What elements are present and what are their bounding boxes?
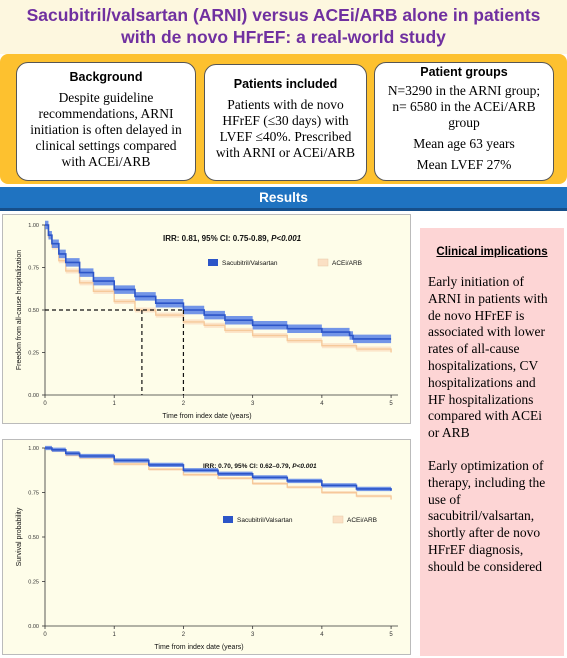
y-tick-label: 0.75 xyxy=(28,491,39,497)
groups-heading: Patient groups xyxy=(420,65,508,79)
y-tick-label: 1.00 xyxy=(28,223,39,229)
y-tick-label: 0.50 xyxy=(28,535,39,541)
x-tick-label: 1 xyxy=(113,401,117,407)
background-heading: Background xyxy=(69,70,143,84)
x-tick-label: 2 xyxy=(182,632,186,638)
page-title-line-2: with de novo HFrEF: a real-world study xyxy=(121,27,446,47)
irr-annotation: IRR: 0.81, 95% CI: 0.75-0.89, P<0.001 xyxy=(163,234,302,243)
x-axis-label: Time from index date (years) xyxy=(154,644,243,651)
y-tick-label: 0.25 xyxy=(28,351,39,357)
x-tick-label: 3 xyxy=(251,401,255,407)
x-tick-label: 2 xyxy=(182,401,186,407)
patients-text: Patients with de novo HFrEF (≤30 days) w… xyxy=(215,97,356,160)
y-tick-label: 0.00 xyxy=(28,624,39,630)
arni-survival-line xyxy=(45,447,392,491)
results-label: Results xyxy=(259,190,308,205)
x-tick-label: 4 xyxy=(320,632,324,638)
clinical-paragraph-2: Early optimization of therapy, including… xyxy=(428,457,546,574)
x-tick-label: 5 xyxy=(389,632,393,638)
irr-annotation: IRR: 0.70, 95% CI: 0.62–0.79, P<0.001 xyxy=(203,463,317,470)
y-tick-label: 0.50 xyxy=(28,308,39,314)
acei-survival-line xyxy=(45,224,392,353)
y-tick-label: 1.00 xyxy=(28,446,39,452)
groups-count: N=3290 in the ARNI group; n= 6580 in the… xyxy=(387,83,541,130)
background-text: Despite guideline recommendations, ARNI … xyxy=(30,90,182,169)
patients-card: Patients included Patients with de novo … xyxy=(204,64,367,181)
x-tick-label: 0 xyxy=(43,401,47,407)
hospitalization-chart-svg: 0.00 0.25 0.50 0.75 1.00 0 1 2 3 4 5 Time from inde… xyxy=(16,220,398,420)
legend-swatch-acei xyxy=(317,258,329,267)
y-tick-label: 0.00 xyxy=(28,393,39,399)
legend-label-acei: ACEi/ARB xyxy=(332,260,362,267)
x-axis-label: Time from index date (years) xyxy=(162,413,251,420)
x-tick-label: 1 xyxy=(113,632,117,638)
survival-plot-area: 0.00 0.25 0.50 0.75 1.00 0 1 2 3 4 5 Time from inde… xyxy=(16,445,398,651)
y-axis-label: Freedom from all-cause hospitalization xyxy=(16,250,23,370)
legend-swatch-acei xyxy=(332,515,344,524)
y-axis-label: Survival probability xyxy=(16,507,23,566)
y-tick-label: 0.75 xyxy=(28,266,39,272)
legend-swatch-arni xyxy=(208,259,218,266)
patients-heading: Patients included xyxy=(233,77,338,91)
clinical-heading: Clinical implications xyxy=(436,246,548,258)
results-banner: Results xyxy=(0,187,567,211)
legend-label-acei: ACEi/ARB xyxy=(347,517,377,524)
clinical-paragraph-1: Early initiation of ARNI in patients wit… xyxy=(428,274,548,441)
groups-card: Patient groups N=3290 in the ARNI group;… xyxy=(374,62,554,181)
hospitalization-plot-area: 0.00 0.25 0.50 0.75 1.00 0 1 2 3 4 5 Time from inde… xyxy=(16,220,398,420)
legend-swatch-arni xyxy=(223,516,233,523)
x-tick-label: 3 xyxy=(251,632,255,638)
survival-chart: 0.00 0.25 0.50 0.75 1.00 0 1 2 3 4 5 Time from inde… xyxy=(2,439,411,655)
x-tick-label: 0 xyxy=(43,632,47,638)
y-tick-label: 0.25 xyxy=(28,580,39,586)
clinical-implications-panel: Clinical implications Early initiation o… xyxy=(420,228,564,656)
x-tick-label: 5 xyxy=(389,401,393,407)
title-banner: Sacubitril/valsartan (ARNI) versus ACEi/… xyxy=(0,0,567,54)
legend-label-arni: Sacubitril/Valsartan xyxy=(237,517,293,524)
legend-label-arni: Sacubitril/Valsartan xyxy=(222,260,278,267)
arni-survival-line xyxy=(45,224,392,340)
page-title-line-1: Sacubitril/valsartan (ARNI) versus ACEi/… xyxy=(26,5,541,25)
groups-age: Mean age 63 years xyxy=(413,136,515,151)
x-tick-label: 4 xyxy=(320,401,324,407)
acei-survival-line xyxy=(45,447,392,500)
groups-lvef: Mean LVEF 27% xyxy=(416,157,512,172)
background-card: Background Despite guideline recommendat… xyxy=(16,62,196,181)
survival-chart-svg: 0.00 0.25 0.50 0.75 1.00 0 1 2 3 4 5 Time from inde… xyxy=(16,445,398,651)
hospitalization-chart: 0.00 0.25 0.50 0.75 1.00 0 1 2 3 4 5 Time from inde… xyxy=(2,214,411,424)
